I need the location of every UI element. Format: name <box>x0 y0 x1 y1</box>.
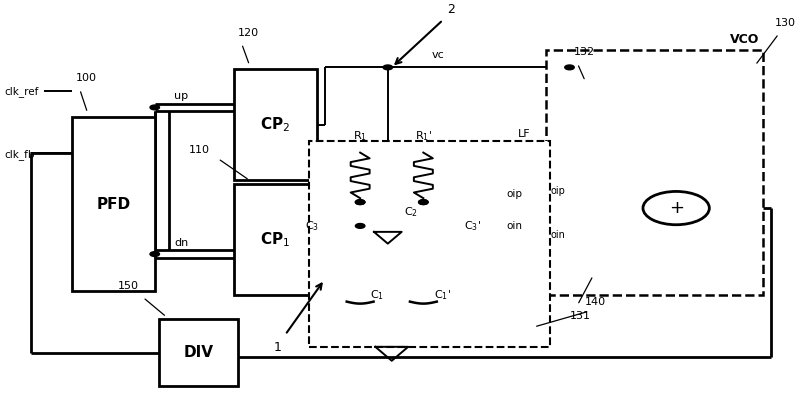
Circle shape <box>150 105 159 110</box>
Text: $+$: $+$ <box>669 199 684 217</box>
Bar <box>570 85 641 180</box>
Text: 150: 150 <box>118 281 139 291</box>
Text: 1: 1 <box>274 341 281 354</box>
Text: vc: vc <box>431 50 444 60</box>
Text: oip: oip <box>550 186 566 196</box>
Circle shape <box>418 200 428 204</box>
Text: up: up <box>174 91 189 101</box>
Text: C$_3$': C$_3$' <box>465 219 482 233</box>
Circle shape <box>150 252 159 256</box>
Text: LF: LF <box>518 129 530 139</box>
Text: K$_{v1}$: K$_{v1}$ <box>593 228 617 244</box>
Text: 110: 110 <box>189 145 210 155</box>
Bar <box>158 319 238 386</box>
Text: C$_2$: C$_2$ <box>404 205 418 219</box>
Circle shape <box>355 224 365 229</box>
Circle shape <box>355 200 365 204</box>
Text: C$_3$: C$_3$ <box>305 219 319 233</box>
Text: clk_ref: clk_ref <box>5 86 39 97</box>
Text: PFD: PFD <box>96 197 130 212</box>
Bar <box>309 141 550 347</box>
Text: DIV: DIV <box>183 345 213 360</box>
Text: clk_fb: clk_fb <box>5 149 35 160</box>
Bar <box>72 117 154 291</box>
Text: 131: 131 <box>570 311 590 321</box>
Text: 130: 130 <box>775 18 796 28</box>
Text: CP$_2$: CP$_2$ <box>260 116 290 134</box>
Text: R$_1$': R$_1$' <box>415 129 432 143</box>
Text: C$_1$: C$_1$ <box>370 289 384 302</box>
Text: 2: 2 <box>447 3 455 16</box>
Text: 132: 132 <box>574 48 594 58</box>
Text: oip: oip <box>506 189 522 199</box>
Text: CP$_1$: CP$_1$ <box>260 231 290 249</box>
Text: dn: dn <box>174 238 189 248</box>
Circle shape <box>418 200 428 204</box>
Bar <box>570 188 641 283</box>
Bar <box>234 184 317 295</box>
Text: 140: 140 <box>586 297 606 307</box>
Bar <box>546 50 763 295</box>
Text: 120: 120 <box>238 28 259 37</box>
Text: oin: oin <box>550 230 566 240</box>
Circle shape <box>355 200 365 204</box>
Text: oin: oin <box>506 221 522 231</box>
Text: 100: 100 <box>76 73 97 83</box>
Text: R$_1$: R$_1$ <box>353 129 367 143</box>
Bar <box>234 69 317 180</box>
Circle shape <box>565 65 574 70</box>
Text: K$_{v2}$: K$_{v2}$ <box>593 125 617 141</box>
Text: C$_1$': C$_1$' <box>434 289 450 302</box>
Circle shape <box>383 65 393 70</box>
Text: VCO: VCO <box>730 33 759 46</box>
